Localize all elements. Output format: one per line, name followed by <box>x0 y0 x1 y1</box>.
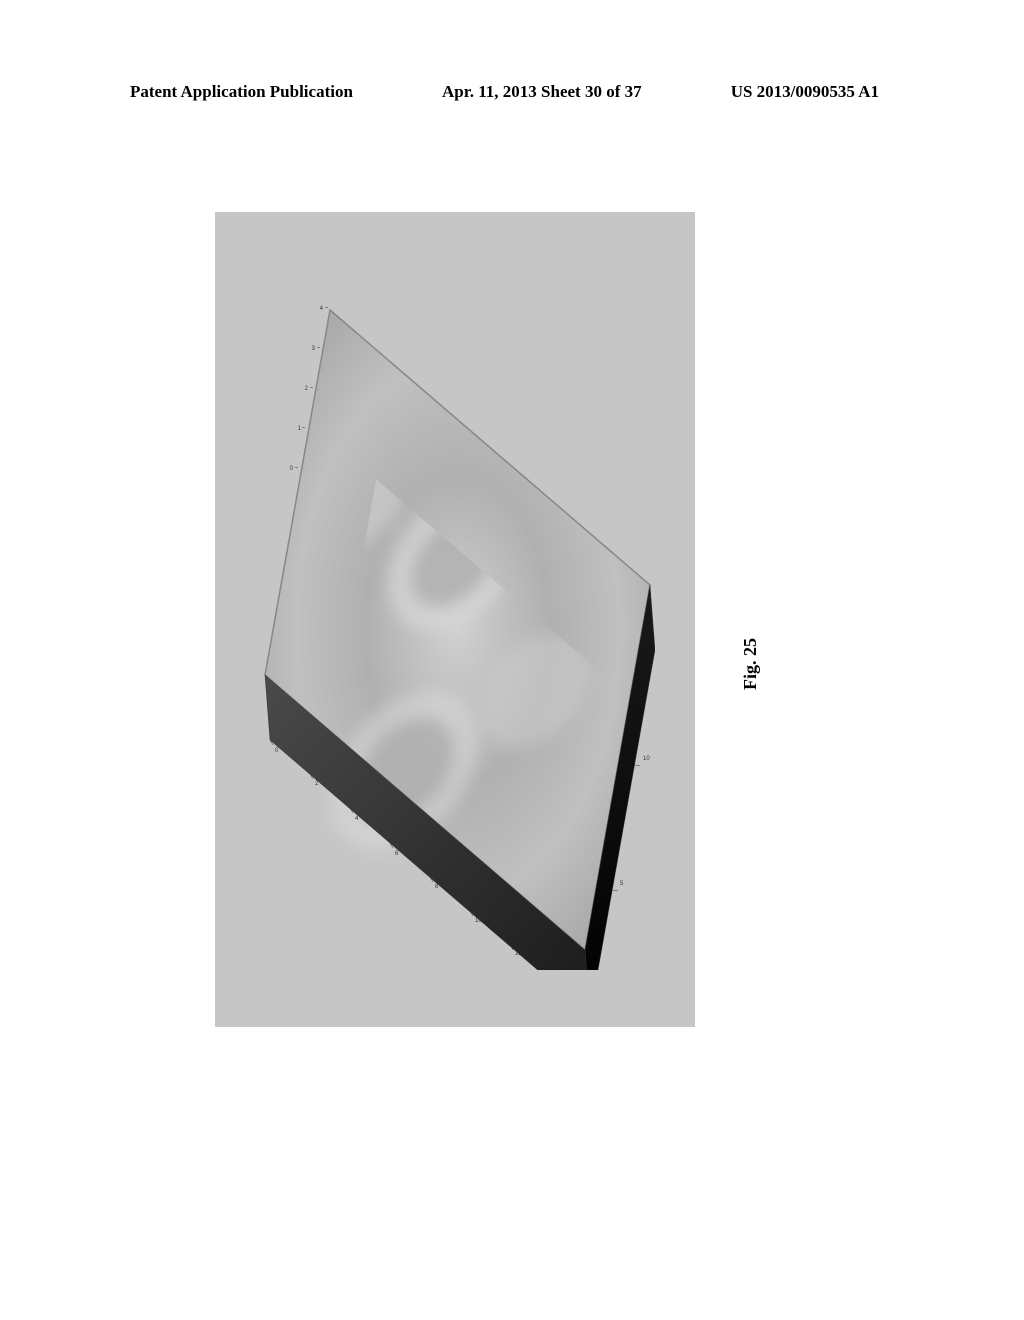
svg-text:0: 0 <box>290 466 294 472</box>
page-header: Patent Application Publication Apr. 11, … <box>0 82 1024 102</box>
figure-3d-box: 4 3 2 1 0 0 2 4 6 8 10 12 14 <box>255 270 655 970</box>
svg-text:10: 10 <box>643 756 650 762</box>
svg-text:10: 10 <box>475 918 482 924</box>
svg-text:2: 2 <box>305 386 309 392</box>
svg-text:3: 3 <box>312 346 316 352</box>
svg-text:6: 6 <box>395 851 399 857</box>
svg-text:0: 0 <box>275 748 279 754</box>
figure-panel: 4 3 2 1 0 0 2 4 6 8 10 12 14 <box>215 212 695 1027</box>
svg-text:1: 1 <box>298 426 302 432</box>
figure-caption: Fig. 25 <box>740 638 761 690</box>
svg-text:4: 4 <box>320 306 324 312</box>
svg-text:5: 5 <box>620 881 624 887</box>
header-publication: Patent Application Publication <box>130 82 353 102</box>
header-patent-number: US 2013/0090535 A1 <box>731 82 879 102</box>
svg-text:12: 12 <box>515 951 522 957</box>
header-date-sheet: Apr. 11, 2013 Sheet 30 of 37 <box>442 82 642 102</box>
